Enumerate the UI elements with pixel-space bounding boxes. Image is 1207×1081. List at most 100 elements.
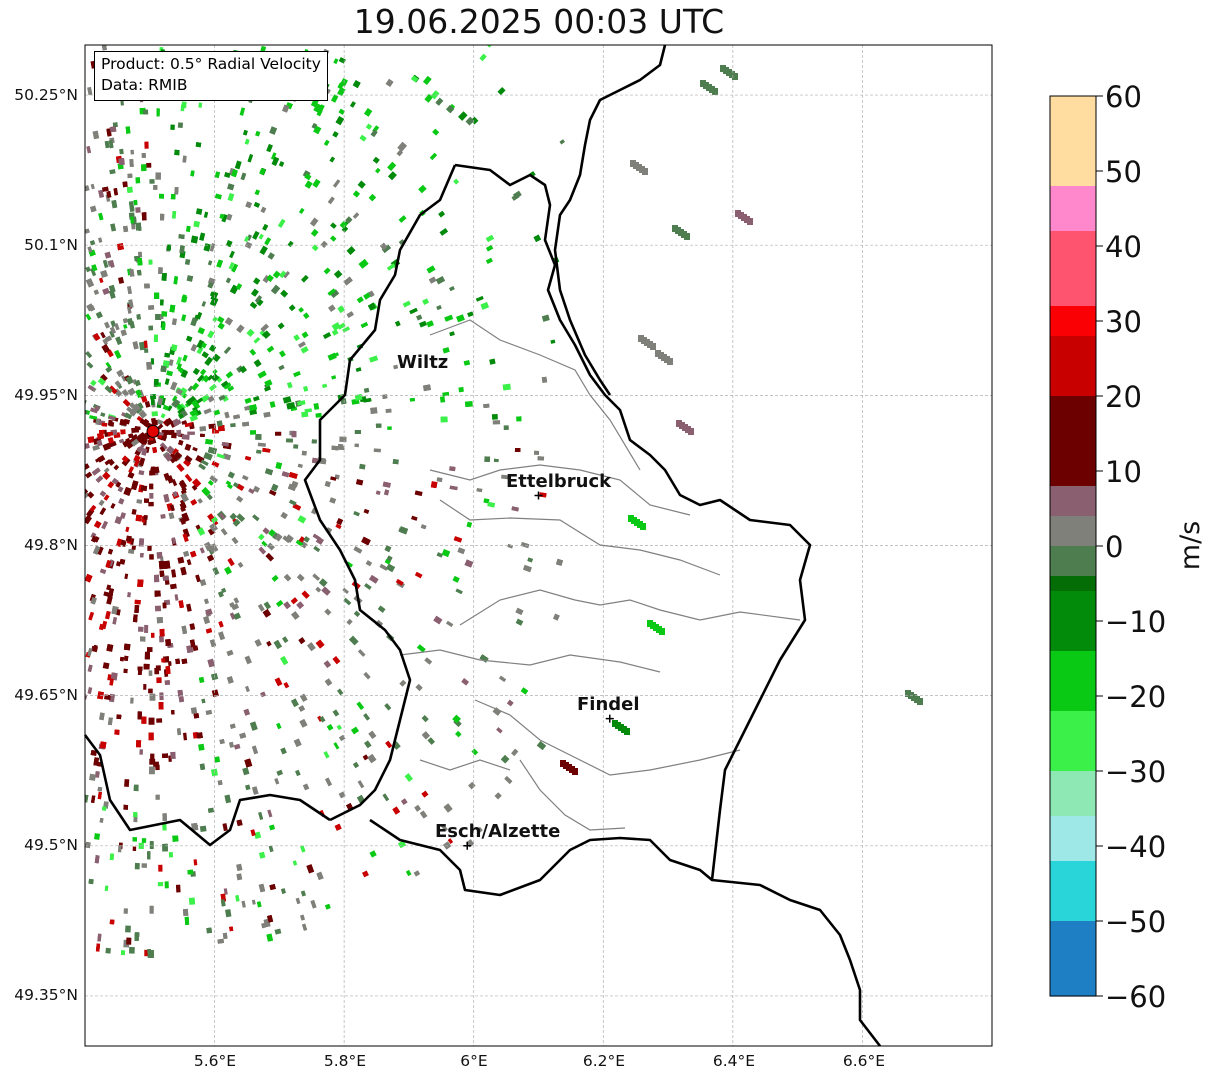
echo-bin bbox=[118, 498, 125, 505]
echo-bin bbox=[332, 131, 339, 138]
echo-bin bbox=[331, 375, 337, 380]
echo-bin bbox=[324, 608, 332, 616]
echo-bin bbox=[298, 637, 306, 645]
echo-bin bbox=[224, 317, 234, 326]
echo-bin bbox=[274, 778, 280, 785]
echo-bin bbox=[363, 672, 371, 680]
echo-bin bbox=[330, 289, 340, 299]
echo-bin bbox=[150, 358, 155, 365]
echo-bin bbox=[107, 717, 113, 726]
echo-bin bbox=[87, 246, 93, 253]
echo-bin bbox=[443, 803, 453, 813]
echo-bin bbox=[200, 393, 211, 403]
echo-bin bbox=[85, 747, 86, 754]
echo-bin bbox=[212, 353, 221, 362]
echo-bin bbox=[230, 423, 236, 428]
echo-bin bbox=[370, 407, 378, 414]
echo-bin bbox=[514, 448, 521, 452]
echo-bin bbox=[258, 851, 266, 859]
echo-bin bbox=[143, 515, 148, 520]
echo-bin bbox=[515, 618, 524, 626]
echo-bin bbox=[411, 515, 418, 521]
echo-bin bbox=[154, 667, 160, 675]
colorbar-segment bbox=[1050, 711, 1096, 727]
echo-bin bbox=[253, 831, 262, 839]
echo-bin bbox=[134, 599, 141, 605]
echo-bin bbox=[476, 488, 483, 493]
echo-bin bbox=[325, 903, 331, 910]
echo-bin bbox=[159, 193, 164, 199]
echo-bin bbox=[153, 185, 158, 190]
colorbar-segment bbox=[1050, 951, 1096, 967]
echo-bin bbox=[87, 436, 95, 444]
echo-bin bbox=[208, 544, 215, 553]
echo-bin bbox=[357, 649, 366, 657]
echo-bin bbox=[87, 687, 93, 694]
echo-bin bbox=[511, 748, 519, 756]
echo-bin bbox=[203, 452, 213, 461]
product-label: Product: 0.5° Radial Velocity bbox=[101, 55, 321, 73]
echo-bin bbox=[222, 453, 232, 461]
echo-bin bbox=[134, 426, 141, 430]
echo-bin bbox=[139, 437, 147, 445]
city-marker bbox=[463, 841, 472, 850]
echo-bin bbox=[101, 344, 110, 353]
echo-bin bbox=[487, 501, 496, 508]
echo-bin bbox=[337, 688, 344, 696]
echo-bin bbox=[102, 186, 109, 192]
echo-bin bbox=[224, 794, 232, 804]
echo-bin bbox=[85, 747, 86, 754]
echo-bin bbox=[176, 429, 182, 436]
echo-bin bbox=[207, 446, 218, 455]
colorbar-segment bbox=[1050, 441, 1096, 457]
echo-bin bbox=[97, 455, 106, 463]
echo-bin bbox=[304, 408, 313, 413]
echo-bin bbox=[169, 304, 176, 313]
echo-bin bbox=[192, 367, 200, 375]
echo-bin bbox=[90, 183, 95, 190]
echo-bin bbox=[286, 381, 293, 389]
echo-bin bbox=[385, 408, 392, 413]
echo-bin bbox=[264, 386, 271, 392]
echo-bin bbox=[108, 415, 116, 421]
echo-bin bbox=[227, 557, 235, 567]
echo-bin bbox=[178, 600, 184, 609]
echo-bin bbox=[304, 180, 313, 189]
echo-bin bbox=[132, 614, 138, 623]
echo-bin bbox=[107, 458, 115, 466]
echo-bin bbox=[90, 749, 97, 756]
echo-bin bbox=[301, 590, 310, 599]
echo-bin bbox=[251, 899, 256, 905]
echo-bin bbox=[102, 287, 110, 295]
echo-bin bbox=[267, 542, 275, 551]
echo-bin bbox=[252, 230, 260, 240]
echo-bin bbox=[175, 356, 183, 366]
echo-bin bbox=[105, 366, 113, 373]
echo-bin bbox=[149, 693, 156, 701]
echo-bin bbox=[224, 171, 231, 178]
echo-bin bbox=[334, 823, 342, 831]
echo-bin bbox=[262, 527, 270, 535]
lat-tick-label: 49.5°N bbox=[24, 836, 78, 854]
colorbar-segment bbox=[1050, 696, 1096, 712]
echo-bin bbox=[298, 307, 304, 313]
echo-bin bbox=[470, 116, 479, 125]
echo-bin bbox=[320, 240, 328, 248]
echo-bin bbox=[204, 356, 213, 366]
echo-bin bbox=[219, 512, 226, 520]
echo-bin bbox=[153, 761, 159, 768]
echo-bin bbox=[497, 87, 506, 96]
echo-bin bbox=[917, 698, 923, 705]
echo-bin bbox=[252, 277, 261, 285]
echo-bin bbox=[225, 480, 232, 486]
echo-bin bbox=[178, 696, 185, 703]
echo-bin bbox=[480, 302, 489, 310]
echo-bin bbox=[162, 753, 169, 759]
echo-bin bbox=[172, 448, 179, 456]
echo-bin bbox=[116, 714, 122, 720]
echo-bin bbox=[385, 78, 394, 87]
echo-bin bbox=[127, 387, 136, 396]
echo-bin bbox=[357, 180, 366, 189]
echo-bin bbox=[171, 398, 181, 409]
echo-bin bbox=[225, 909, 232, 918]
